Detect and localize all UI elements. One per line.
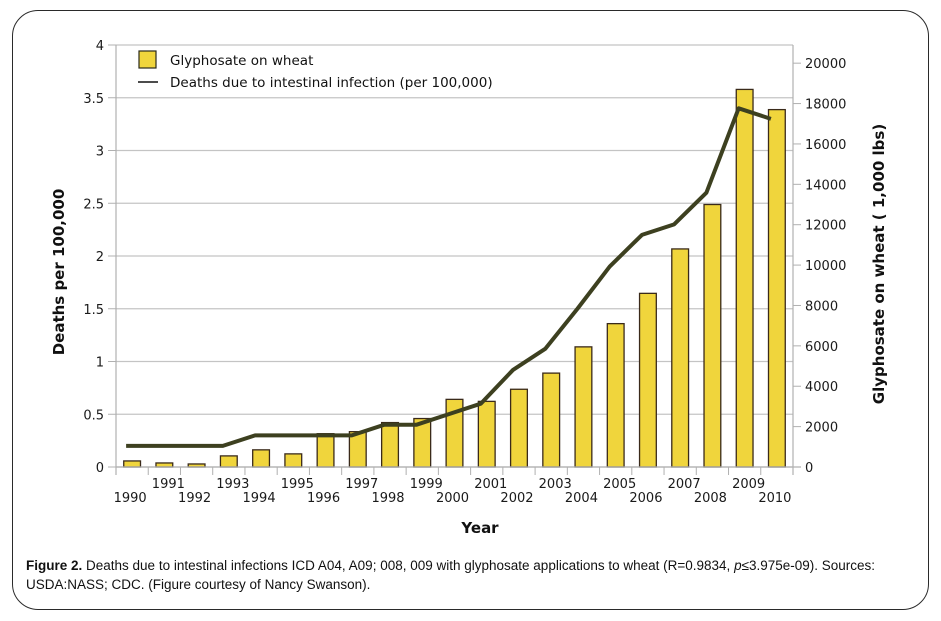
bar-2009 — [735, 88, 754, 468]
y-tick-label: 0 — [96, 461, 104, 476]
x-tick-label: 2002 — [500, 491, 533, 506]
bar-1990 — [123, 460, 142, 468]
bar-1998 — [380, 421, 400, 468]
y2-tick-label: 10000 — [805, 259, 846, 274]
x-tick-label: 1990 — [114, 491, 147, 506]
y2-axis-title: Glyphosate on wheat ( 1,000 lbs) — [870, 124, 888, 404]
bar-1995 — [284, 453, 303, 468]
caption-text-end: ≤3.975e-09). Sources: USDA:NASS; CDC. (F… — [26, 558, 876, 592]
x-tick-label: 2000 — [436, 491, 469, 506]
bar-1996 — [316, 433, 335, 468]
y2-tick-label: 4000 — [805, 380, 838, 395]
y2-tick-label: 18000 — [805, 98, 846, 113]
y-tick-label: 0.5 — [83, 408, 104, 423]
y-tick-label: 2.5 — [83, 197, 104, 212]
x-tick-label: 1991 — [152, 477, 185, 492]
bar-1991 — [155, 462, 174, 468]
figure-caption: Figure 2. Deaths due to intestinal infec… — [26, 556, 926, 594]
y-tick-label: 3.5 — [83, 92, 104, 107]
x-tick-label: 2003 — [539, 477, 572, 492]
bar-2007 — [671, 248, 690, 468]
bar-1994 — [252, 449, 271, 468]
x-tick-label: 2010 — [758, 491, 791, 506]
x-tick-label: 1994 — [243, 491, 276, 506]
legend-label-line: Deaths due to intestinal infection (per … — [170, 75, 493, 91]
x-tick-label: 1999 — [410, 477, 443, 492]
x-tick-label: 2008 — [694, 491, 727, 506]
line-series — [126, 106, 772, 448]
x-tick-label: 2007 — [668, 477, 701, 492]
x-tick-label: 1996 — [307, 491, 340, 506]
bar-2006 — [638, 292, 657, 468]
x-tick-label: 1995 — [281, 477, 314, 492]
y2-tick-label: 16000 — [805, 138, 846, 153]
x-tick-label: 1993 — [216, 477, 249, 492]
bar-2004 — [574, 346, 593, 468]
legend-swatch-bar — [138, 50, 157, 69]
caption-text: Deaths due to intestinal infections ICD … — [82, 558, 735, 573]
y-axis-title: Deaths per 100,000 — [50, 189, 68, 356]
y-tick-label: 4 — [96, 39, 104, 54]
x-axis-title: Year — [460, 519, 499, 537]
y2-tick-label: 6000 — [805, 340, 838, 355]
x-tick-label: 2004 — [565, 491, 598, 506]
y2-tick-label: 20000 — [805, 57, 846, 72]
x-tick-label: 1997 — [345, 477, 378, 492]
bar-2001 — [477, 400, 496, 468]
x-tick-label: 1992 — [178, 491, 211, 506]
bar-2010 — [767, 108, 786, 468]
y-tick-label: 3 — [96, 145, 104, 160]
x-tick-label: 2006 — [629, 491, 662, 506]
y2-tick-label: 0 — [805, 461, 813, 476]
y2-tick-label: 2000 — [805, 421, 838, 436]
bar-2003 — [542, 372, 561, 468]
x-tick-label: 2005 — [603, 477, 636, 492]
y-tick-label: 1 — [96, 356, 104, 371]
y2-tick-label: 12000 — [805, 219, 846, 234]
bar-1993 — [219, 455, 238, 468]
axes: 0 0.5 1 1.5 2 2.5 3 3.5 4 0 2000 4000 6000 8000 10000 1… — [83, 39, 846, 506]
x-tick-label: 2009 — [732, 477, 765, 492]
bar-2005 — [606, 322, 625, 468]
legend: Glyphosate on wheat Deaths due to intest… — [138, 50, 493, 91]
y2-tick-label: 8000 — [805, 299, 838, 314]
y2-tick-label: 14000 — [805, 178, 846, 193]
legend-label-bar: Glyphosate on wheat — [170, 53, 313, 69]
y-tick-label: 1.5 — [83, 303, 104, 318]
caption-p-symbol: p — [734, 558, 742, 573]
caption-label: Figure 2. — [26, 558, 83, 573]
bar-2002 — [509, 388, 529, 468]
y-tick-label: 2 — [96, 250, 104, 265]
x-tick-label: 1998 — [371, 491, 404, 506]
bar-2008 — [703, 203, 722, 468]
x-tick-label: 2001 — [474, 477, 507, 492]
